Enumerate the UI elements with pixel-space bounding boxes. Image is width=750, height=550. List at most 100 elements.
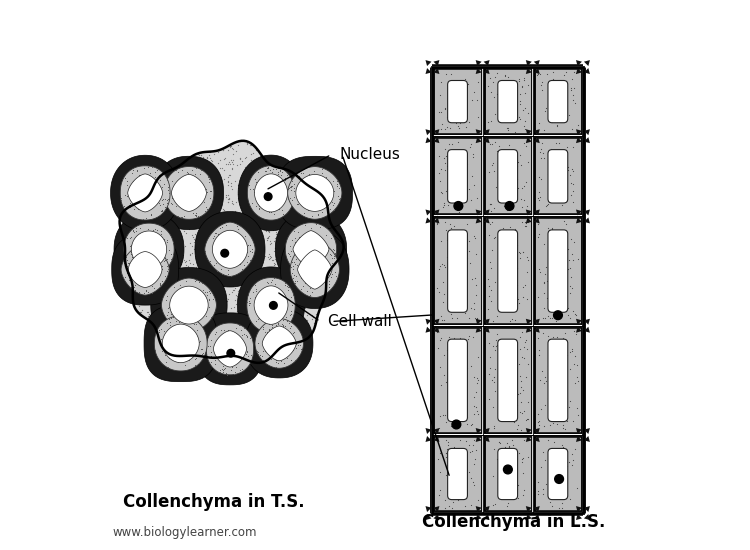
Point [559,149,571,158]
Point [447,106,459,114]
Point [238,318,250,327]
Point [519,479,531,488]
Point [239,309,251,317]
Point [562,144,574,153]
Point [118,218,130,227]
Point [568,238,580,246]
Point [204,203,216,212]
Point [194,293,206,301]
Point [565,355,577,364]
Point [567,118,579,127]
Point [499,139,511,148]
Point [134,257,146,266]
Point [448,412,460,421]
Point [503,98,515,107]
Point [268,178,280,187]
Point [270,163,282,172]
Point [549,394,561,403]
Point [473,275,485,284]
Point [251,349,263,358]
Point [218,155,230,163]
Point [450,372,462,381]
Point [307,312,319,321]
Point [197,295,209,304]
Point [499,305,511,314]
Point [199,233,211,241]
Point [536,437,548,446]
Polygon shape [526,217,532,223]
Point [198,327,210,336]
Point [538,332,550,341]
Point [293,315,305,324]
Point [556,254,568,263]
Point [558,82,570,91]
Point [574,123,586,132]
Point [295,277,307,286]
Point [525,288,537,297]
Point [163,249,175,258]
Point [316,250,328,258]
Point [466,433,478,442]
Point [447,147,459,156]
Point [262,309,274,317]
Point [264,224,276,233]
Point [571,404,583,412]
Point [272,261,284,270]
Point [544,314,556,322]
Point [173,282,185,290]
Point [253,305,265,314]
Point [441,130,453,139]
Point [284,331,296,339]
Point [268,197,280,206]
Point [434,137,446,146]
Point [296,223,307,232]
Point [550,244,562,253]
Point [532,70,544,79]
Point [190,241,202,250]
Point [489,424,501,433]
Point [135,241,147,250]
Point [170,327,182,336]
Point [530,317,542,326]
Point [180,295,192,304]
Point [286,262,298,271]
Point [570,263,582,272]
Point [427,318,439,327]
Point [280,236,292,245]
Point [520,449,532,458]
Point [494,447,506,455]
Point [139,251,151,260]
Point [205,348,217,356]
Point [442,92,454,101]
Point [196,255,208,264]
Point [427,276,439,285]
Point [467,425,479,434]
Point [206,173,218,182]
Point [442,364,454,373]
Point [248,174,260,183]
Point [299,319,311,328]
Point [467,333,479,342]
Point [436,492,448,500]
Point [145,211,157,220]
Point [203,210,215,218]
Point [251,287,263,296]
Point [550,316,562,325]
Point [467,436,479,445]
Point [497,449,509,458]
Circle shape [227,349,235,357]
Point [453,397,465,405]
Point [199,207,211,216]
Point [180,296,192,305]
Polygon shape [296,174,334,211]
Point [297,324,309,333]
Point [254,311,266,320]
Point [562,140,574,149]
Point [484,74,496,82]
Point [437,224,449,233]
Point [190,322,202,331]
Polygon shape [254,174,287,212]
Point [494,438,506,447]
Point [544,145,556,153]
Point [184,239,196,248]
